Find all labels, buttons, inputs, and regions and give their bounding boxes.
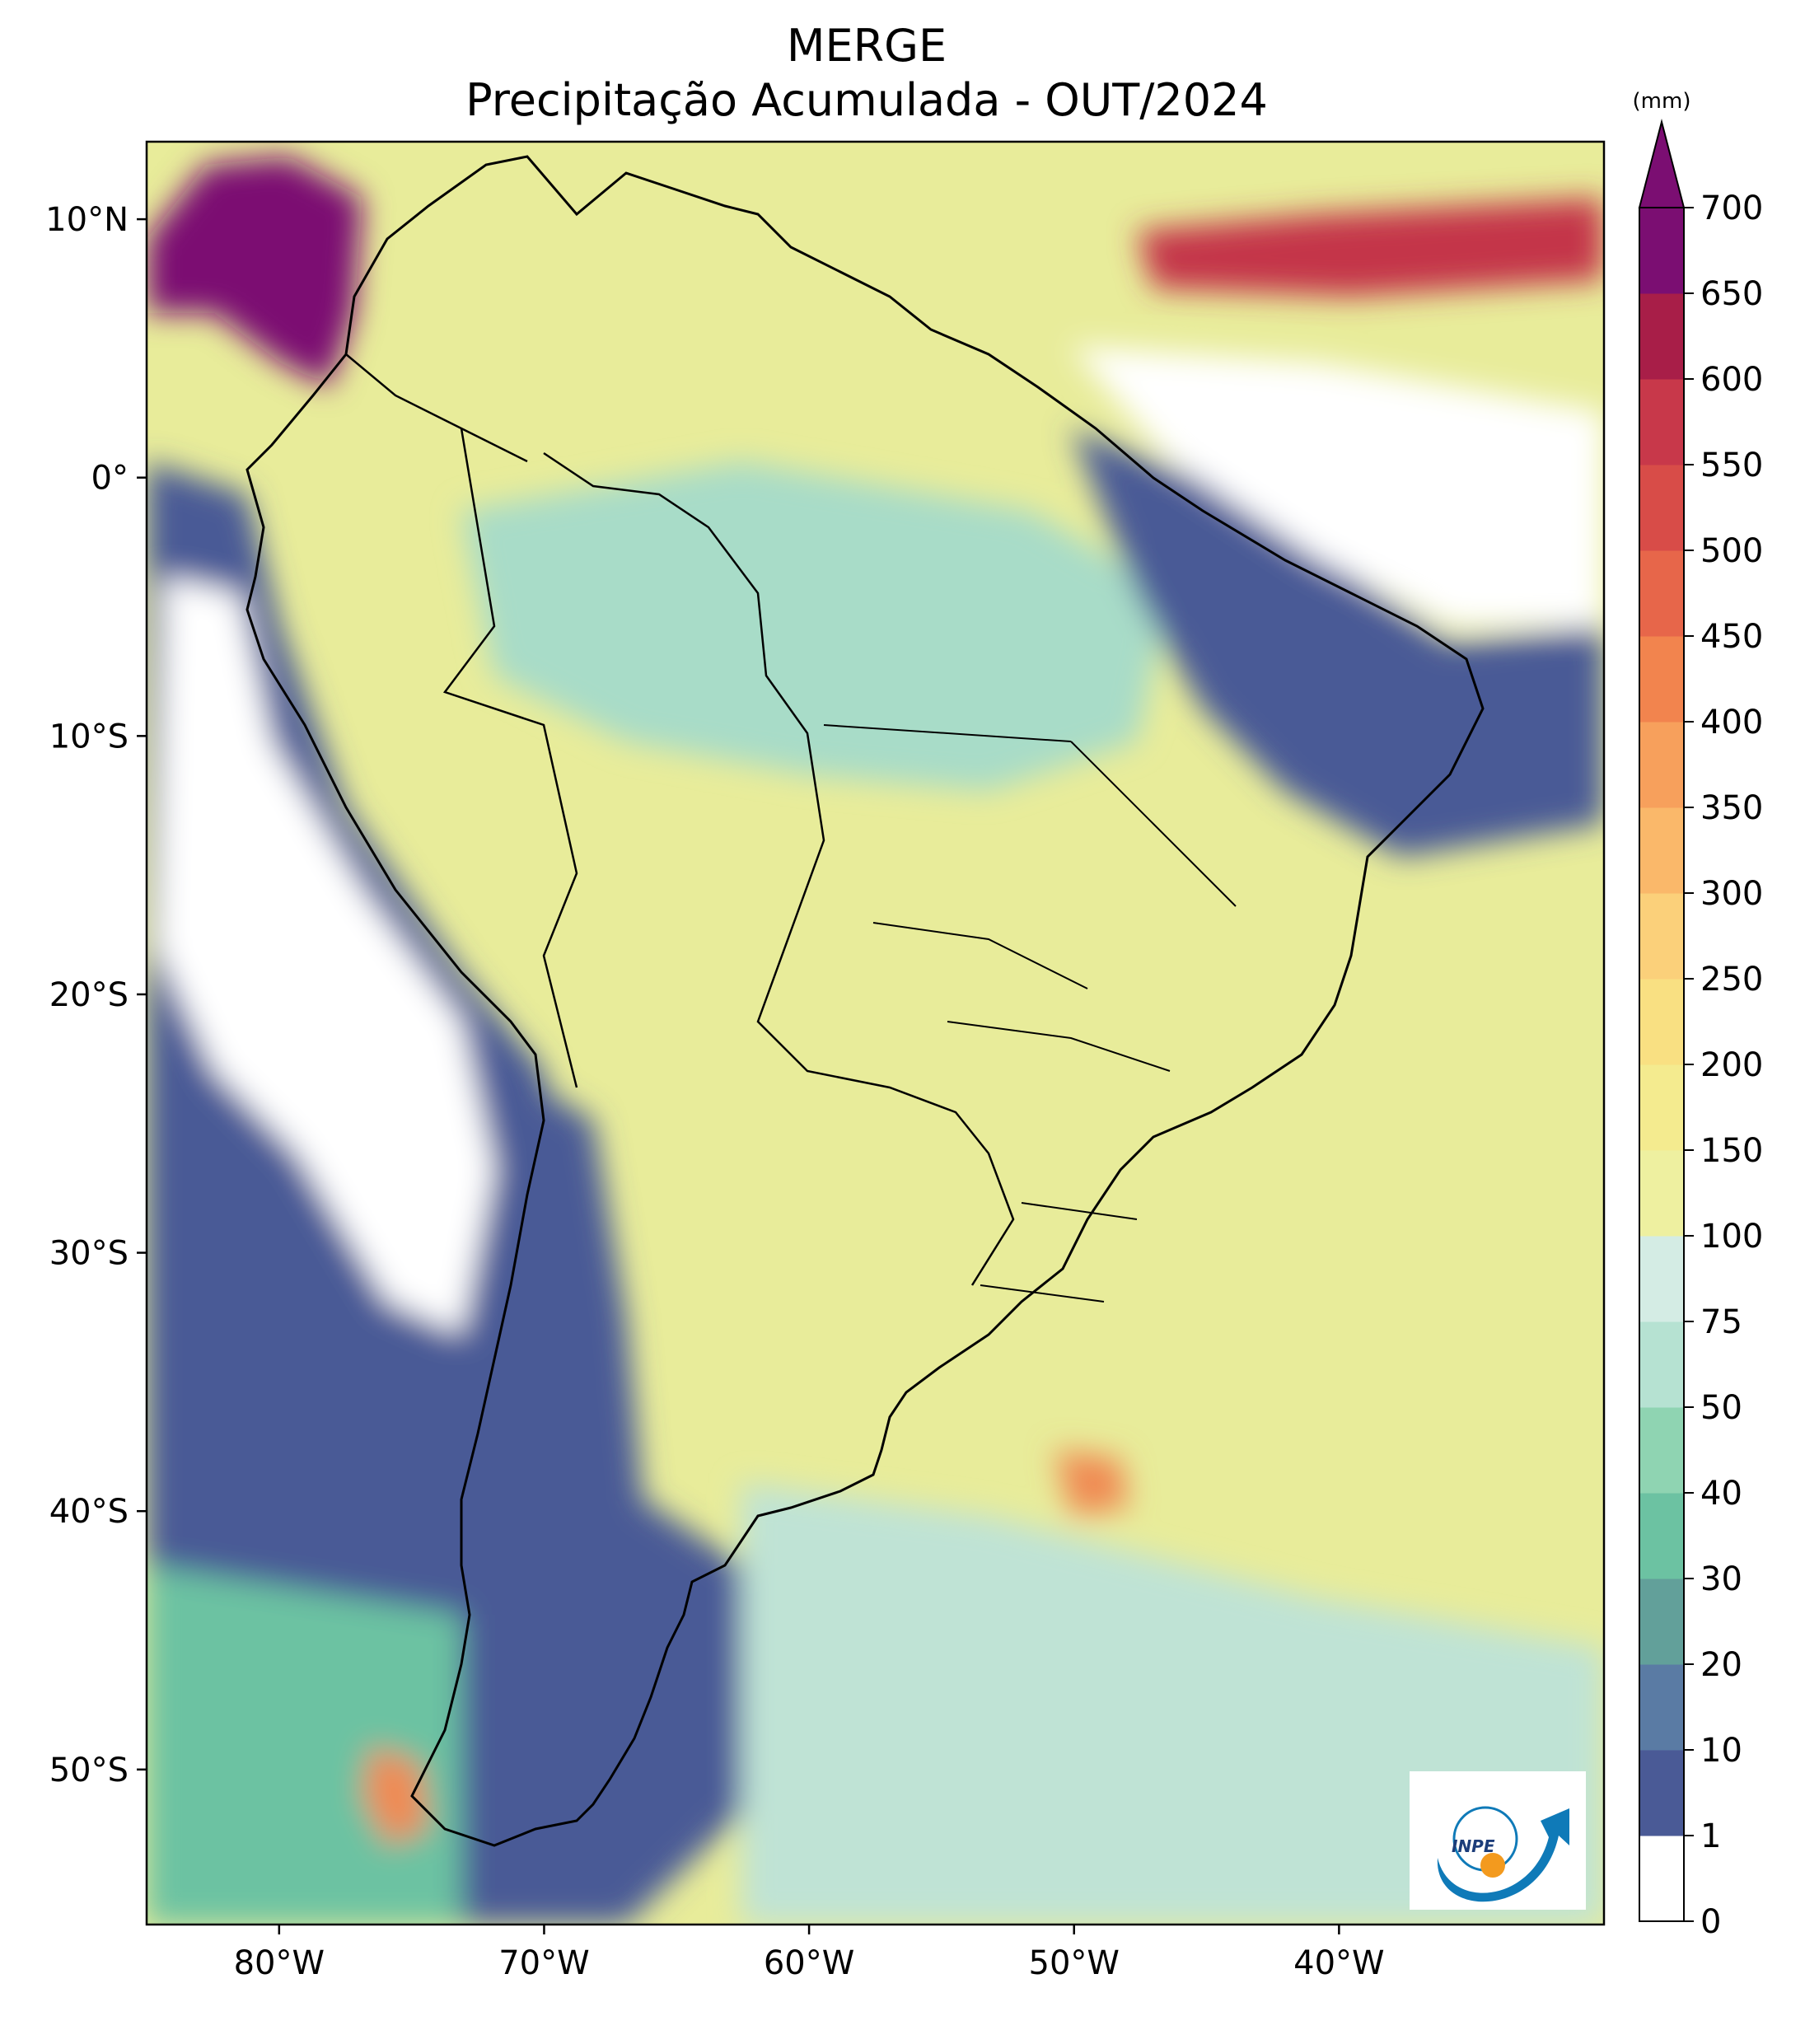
colorbar-tick-label: 250 — [1700, 961, 1763, 999]
colorbar-swatch — [1639, 722, 1684, 808]
lat-tick-label: 40°S — [49, 1493, 129, 1531]
lat-tick-label: 30°S — [49, 1235, 129, 1273]
colorbar-swatch — [1639, 1064, 1684, 1151]
rain-region-colombia-wet — [147, 157, 362, 387]
andes-borders — [345, 353, 578, 1088]
rain-region-atlantic-wet — [1137, 198, 1604, 297]
colorbar-swatch — [1639, 979, 1684, 1065]
longitude-axis: 80°W 70°W 60°W 50°W 40°W — [234, 1925, 1385, 1982]
colorbar-swatch — [1639, 1750, 1684, 1836]
colorbar-swatch — [1639, 807, 1684, 894]
colorbar: (mm) 0 1 10 20 30 40 50 75 100 150 200 250 300 350 400… — [1633, 89, 1764, 1941]
rain-region-south-atlantic-moist — [741, 1483, 1604, 1925]
colorbar-tick-label: 150 — [1700, 1132, 1763, 1170]
brazil-state-borders — [823, 724, 1237, 1303]
map-subtitle: Precipitação Acumulada - OUT/2024 — [465, 74, 1268, 126]
logo-dot-icon — [1480, 1853, 1505, 1878]
inpe-logo: INPE — [1410, 1771, 1586, 1910]
colorbar-swatch — [1639, 1579, 1684, 1665]
colorbar-tick-label: 75 — [1700, 1303, 1742, 1341]
colorbar-swatch — [1639, 379, 1684, 465]
colorbar-swatch — [1639, 1150, 1684, 1237]
rain-region-atlantic-dry — [1071, 346, 1604, 626]
map-area — [147, 142, 1604, 1925]
colorbar-tick-label: 0 — [1700, 1903, 1721, 1941]
colorbar-tick-label: 350 — [1700, 789, 1763, 827]
rain-region-chile-coast-wet — [362, 1747, 428, 1845]
colorbar-extend-arrow — [1638, 119, 1686, 208]
colorbar-swatch — [1639, 1236, 1684, 1322]
colorbar-swatch — [1639, 1321, 1684, 1408]
rain-region-patagonia-dry — [461, 1071, 824, 1925]
rain-region-nordeste-dry — [1071, 428, 1604, 857]
colorbar-swatch — [1639, 208, 1684, 294]
colorbar-swatch — [1639, 1836, 1684, 1922]
colorbar-tick-label: 200 — [1700, 1046, 1763, 1084]
lat-tick-label: 20°S — [49, 976, 129, 1014]
colorbar-tick-label: 700 — [1700, 189, 1763, 227]
logo-swoosh-icon — [1437, 1808, 1569, 1902]
colorbar-swatch — [1639, 293, 1684, 380]
map-title: MERGE — [786, 20, 947, 72]
logo-text: INPE — [1452, 1836, 1495, 1856]
colorbar-tick-label: 450 — [1700, 618, 1763, 656]
colorbar-swatch — [1639, 550, 1684, 637]
rain-region-southern-ocean-teal — [147, 1565, 461, 1925]
latitude-axis: 10°N 0° 10°S 20°S 30°S 40°S 50°S — [45, 201, 147, 1789]
colorbar-swatch — [1639, 465, 1684, 551]
colorbar-tick-label: 20 — [1700, 1646, 1742, 1684]
lon-tick-label: 80°W — [234, 1944, 325, 1982]
colorbar-tick-label: 50 — [1700, 1389, 1742, 1427]
colorbar-swatch — [1639, 1664, 1684, 1751]
lat-tick-label: 10°N — [45, 201, 129, 239]
lon-tick-label: 40°W — [1293, 1944, 1384, 1982]
colorbar-tick-label: 10 — [1700, 1732, 1742, 1770]
colorbar-swatch — [1639, 1407, 1684, 1494]
lat-tick-label: 10°S — [49, 718, 129, 755]
colorbar-tick-label: 550 — [1700, 447, 1763, 484]
rain-region-pacific-very-dry — [157, 577, 494, 1335]
lat-tick-label: 50°S — [49, 1752, 129, 1789]
colorbar-tick-label: 600 — [1700, 361, 1763, 399]
colorbar-tick-label: 300 — [1700, 875, 1763, 913]
colorbar-tick-label: 30 — [1700, 1560, 1742, 1598]
rain-region-amazon-moist — [461, 461, 1170, 791]
colorbar-swatch — [1639, 636, 1684, 723]
colorbar-swatch — [1639, 893, 1684, 980]
colorbar-tick-label: 40 — [1700, 1475, 1742, 1513]
lon-tick-label: 70°W — [498, 1944, 589, 1982]
colorbar-tick-label: 500 — [1700, 532, 1763, 570]
colorbar-tick-label: 100 — [1700, 1218, 1763, 1256]
rain-region-atlantic-orange — [1054, 1450, 1129, 1516]
lat-tick-label: 0° — [91, 460, 129, 498]
lon-tick-label: 60°W — [764, 1944, 854, 1982]
brazil-western-border — [543, 451, 1015, 1286]
map-frame — [145, 140, 1606, 1926]
colorbar-unit-label: (mm) — [1633, 89, 1691, 114]
lon-tick-label: 50°W — [1029, 1944, 1120, 1982]
colorbar-swatch — [1639, 1493, 1684, 1579]
south-america-outline — [245, 155, 1485, 1847]
colorbar-tick-label: 650 — [1700, 275, 1763, 313]
colorbar-tick-label: 400 — [1700, 704, 1763, 741]
colorbar-tick-label: 1 — [1700, 1817, 1721, 1855]
